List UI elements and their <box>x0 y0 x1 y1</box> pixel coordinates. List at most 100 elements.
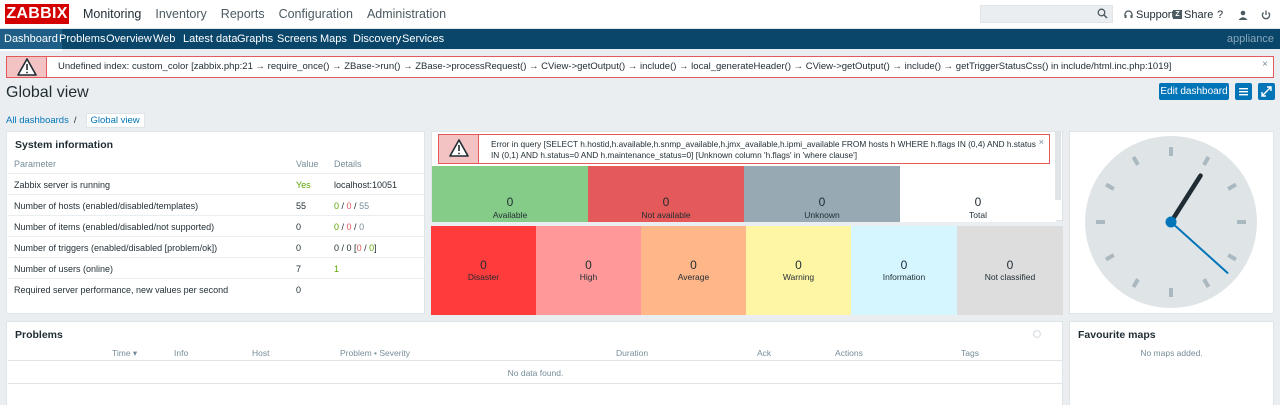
menu-inventory[interactable]: Inventory <box>155 7 207 21</box>
value-cell: 55 <box>296 201 307 211</box>
availability-count: 0 <box>506 195 514 209</box>
zabbix-logo[interactable]: ZABBIX <box>5 4 69 24</box>
details-cell: 0 / 0 / 0 <box>334 222 365 232</box>
help-icon[interactable]: ? <box>1217 8 1224 21</box>
main-menu: Monitoring Inventory Reports Configurati… <box>83 0 460 29</box>
disabled-count: 0 <box>346 222 352 232</box>
severity-label: High <box>579 272 598 282</box>
search-input[interactable] <box>980 5 1113 23</box>
user-profile-icon[interactable] <box>1238 0 1248 29</box>
close-icon[interactable]: × <box>1262 59 1268 70</box>
subnav-discovery[interactable]: Discovery <box>353 33 402 45</box>
column-host[interactable]: Host <box>252 348 270 358</box>
hamburger-icon <box>1239 88 1248 96</box>
value-cell: 0 <box>296 222 302 232</box>
clock-hour-mark <box>1131 278 1140 288</box>
table-row: Number of items (enabled/disabled/not su… <box>8 216 429 237</box>
subnav-latest-data[interactable]: Latest data <box>183 33 238 45</box>
share-label: Share <box>1184 8 1214 21</box>
severity-count: 0 <box>690 258 697 272</box>
column-time[interactable]: Time ▾ <box>112 348 138 358</box>
severity-count: 0 <box>585 258 592 272</box>
details-cell: localhost:10051 <box>334 180 398 190</box>
sub-navigation: Dashboard Problems Overview Web Latest d… <box>0 29 1280 51</box>
severity-label: Information <box>882 272 926 282</box>
subnav-problems[interactable]: Problems <box>59 33 106 45</box>
column-problem-severity[interactable]: Problem • Severity <box>340 348 411 358</box>
availability-unknown[interactable]: 0 Unknown <box>744 166 900 222</box>
subnav-services[interactable]: Services <box>402 33 445 45</box>
edit-dashboard-button[interactable]: Edit dashboard <box>1159 83 1229 100</box>
support-link[interactable]: Support <box>1124 0 1175 29</box>
share-link[interactable]: Z Share <box>1173 0 1213 29</box>
templates-count: 55 <box>359 201 370 211</box>
param-cell: Required server performance, new values … <box>14 285 229 295</box>
ok-count: 0 <box>369 243 375 253</box>
subnav-web[interactable]: Web <box>153 33 176 45</box>
availability-label: Not available <box>641 210 691 220</box>
analog-clock <box>1085 136 1257 308</box>
breadcrumb-current[interactable]: Global view <box>85 112 145 128</box>
search-icon[interactable] <box>1097 8 1108 19</box>
availability-not-available[interactable]: 0 Not available <box>588 166 744 222</box>
host-availability-widget: Error in query [SELECT h.hostid,h.availa… <box>431 131 1063 222</box>
availability-count: 0 <box>974 195 982 209</box>
severity-count: 0 <box>480 258 487 272</box>
fullscreen-button[interactable] <box>1258 83 1275 100</box>
clock-widget <box>1069 131 1274 314</box>
widget-title: Favourite maps <box>1078 329 1156 341</box>
system-info-table: Parameter Value Details Zabbix server is… <box>8 155 429 300</box>
subnav-maps[interactable]: Maps <box>320 33 347 45</box>
breadcrumb-all-dashboards[interactable]: All dashboards <box>6 114 69 126</box>
severity-information[interactable]: 0 Information <box>851 226 957 315</box>
availability-label: Unknown <box>804 210 840 220</box>
fullscreen-icon <box>1261 86 1272 97</box>
menu-reports[interactable]: Reports <box>220 7 265 21</box>
severity-average[interactable]: 0 Average <box>641 226 746 315</box>
availability-available[interactable]: 0 Available <box>432 166 588 222</box>
severity-count: 0 <box>795 258 802 272</box>
param-cell: Number of items (enabled/disabled/not su… <box>14 222 215 232</box>
severity-count: 0 <box>1006 258 1014 272</box>
subnav-graphs[interactable]: Graphs <box>237 33 274 45</box>
close-icon[interactable]: × <box>1038 137 1044 147</box>
gear-icon[interactable] <box>1032 329 1042 339</box>
empty-message: No maps added. <box>1140 348 1203 358</box>
menu-configuration[interactable]: Configuration <box>278 7 353 21</box>
column-details: Details <box>334 159 362 169</box>
clock-hour-mark <box>1105 253 1115 262</box>
severity-not-classified[interactable]: 0 Not classified <box>957 226 1063 315</box>
severity-high[interactable]: 0 High <box>536 226 641 315</box>
severity-disaster[interactable]: 0 Disaster <box>431 226 536 315</box>
table-row: Required server performance, new values … <box>8 279 429 300</box>
subnav-screens[interactable]: Screens <box>277 33 318 45</box>
availability-total[interactable]: 0 Total <box>900 166 1056 222</box>
sign-out-icon[interactable] <box>1261 0 1271 29</box>
severity-warning[interactable]: 0 Warning <box>746 226 851 315</box>
scrollbar[interactable] <box>1055 132 1061 200</box>
clock-second-hand <box>1170 221 1229 274</box>
system-information-widget: System information Parameter Value Detai… <box>6 131 429 314</box>
clock-hour-mark <box>1202 278 1211 288</box>
severity-label: Warning <box>782 272 815 282</box>
problem-count: 0 <box>356 243 362 253</box>
subnav-dashboard[interactable]: Dashboard <box>0 29 62 51</box>
actions-menu-button[interactable] <box>1235 83 1252 100</box>
column-tags: Tags <box>961 348 979 358</box>
menu-monitoring[interactable]: Monitoring <box>83 7 142 21</box>
subnav-overview[interactable]: Overview <box>106 33 152 45</box>
favourite-maps-widget: Favourite maps No maps added. <box>1069 321 1274 405</box>
clock-hour-mark <box>1227 253 1237 262</box>
support-label: Support <box>1136 8 1175 21</box>
clock-minute-hand <box>1169 186 1195 224</box>
widget-title: System information <box>15 139 114 151</box>
details-cell: 0 / 0 [0 / 0] <box>334 243 377 253</box>
param-cell: Number of users (online) <box>14 264 114 274</box>
column-value: Value <box>296 159 319 169</box>
table-header: Parameter Value Details <box>8 155 429 174</box>
menu-administration[interactable]: Administration <box>366 7 447 21</box>
query-error-message: Error in query [SELECT h.hostid,h.availa… <box>438 134 1050 164</box>
value-cell: 7 <box>296 264 302 274</box>
enabled-count: 0 <box>334 222 340 232</box>
breadcrumb: All dashboards / Global view <box>6 112 145 128</box>
